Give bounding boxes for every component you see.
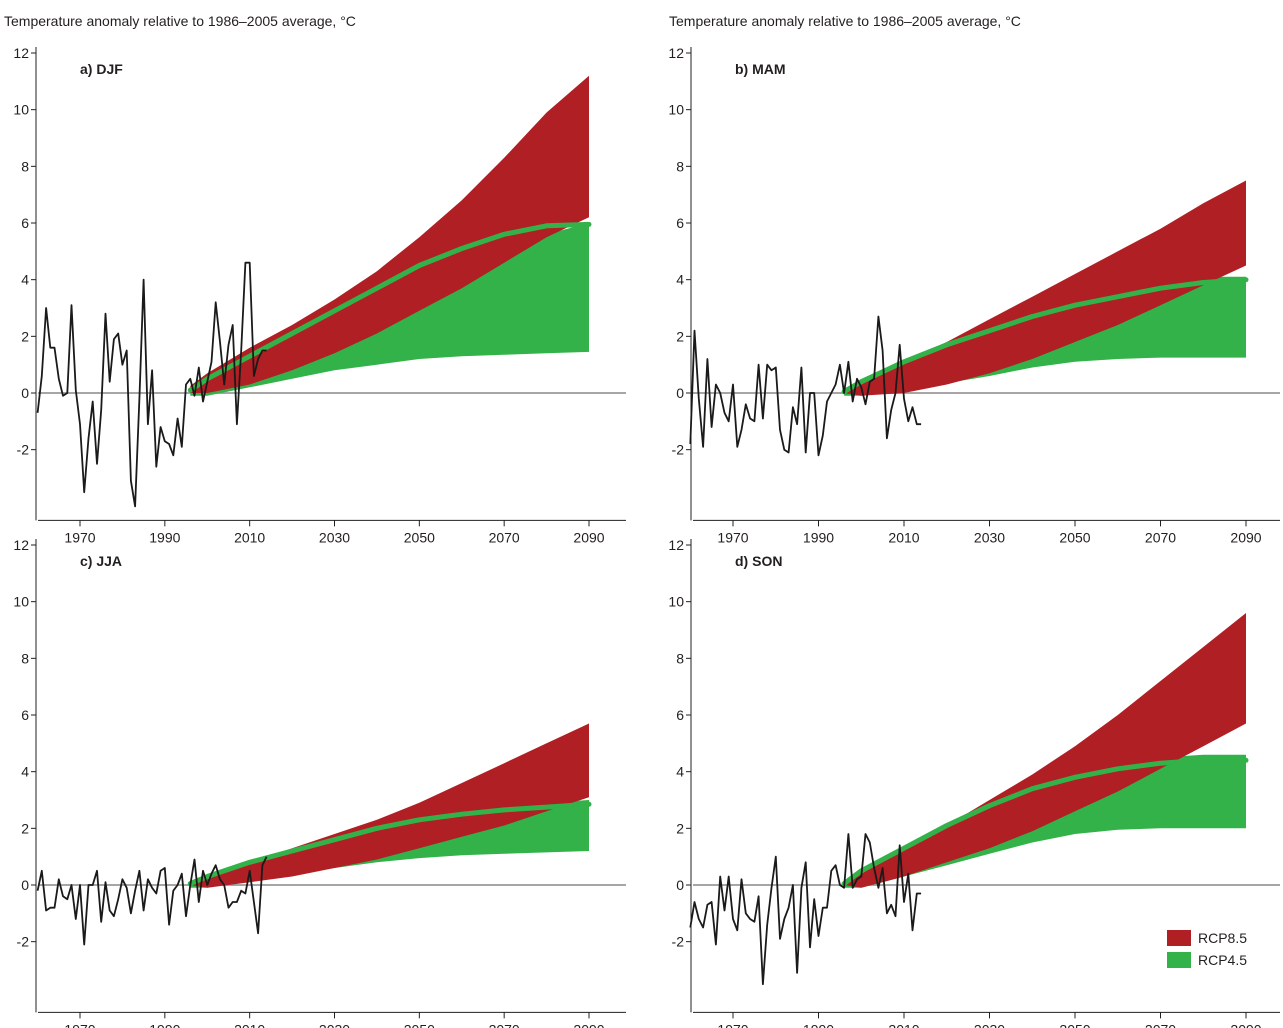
y-tick-label: 8 xyxy=(676,158,684,174)
y-tick-label: 10 xyxy=(13,102,29,118)
x-tick-label: 2050 xyxy=(1059,1021,1090,1028)
rcp45-mean-line xyxy=(187,221,592,393)
panel-a-djf: -2 0 2 4 6 8 10 12 1970 1990 2010 2030 2050 2070 2090 a… xyxy=(13,45,626,545)
x-tick-label: 1990 xyxy=(803,529,834,545)
x-tick-label: 2050 xyxy=(404,1021,435,1028)
x-tick-label: 2090 xyxy=(1230,1021,1261,1028)
y-tick-label: 4 xyxy=(676,764,684,780)
y-tick-label: 0 xyxy=(676,385,684,401)
panel-c-jja: -2 0 2 4 6 8 10 12 1970 1990 2010 2030 2050 2070 2090 c… xyxy=(13,537,626,1028)
y-tick-label: 0 xyxy=(21,877,29,893)
y-tick-label: 6 xyxy=(676,707,684,723)
x-tick-label: 1970 xyxy=(717,1021,748,1028)
y-tick-label: 4 xyxy=(21,272,29,288)
x-tick-label: 2050 xyxy=(1059,529,1090,545)
panel-label: a) DJF xyxy=(80,61,123,77)
y-tick-label: 12 xyxy=(668,537,684,553)
rcp45-mean-line xyxy=(841,277,1249,395)
panel-label: c) JJA xyxy=(80,553,122,569)
x-tick-label: 2030 xyxy=(319,1021,350,1028)
y-tick-label: 10 xyxy=(668,102,684,118)
x-tick-label: 2090 xyxy=(1230,529,1261,545)
x-tick-label: 1970 xyxy=(717,529,748,545)
chart-title-right: Temperature anomaly relative to 1986–200… xyxy=(669,13,1021,29)
x-tick-label: 2070 xyxy=(489,529,520,545)
observed-line xyxy=(36,261,267,508)
x-tick-label: 2070 xyxy=(489,1021,520,1028)
y-tick-label: -2 xyxy=(17,442,30,458)
y-tick-label: -2 xyxy=(17,934,30,950)
x-tick-label: 2010 xyxy=(234,529,265,545)
y-tick-label: 8 xyxy=(21,158,29,174)
legend-label: RCP4.5 xyxy=(1198,952,1247,968)
y-tick-label: -2 xyxy=(672,442,685,458)
observed-line xyxy=(36,856,268,946)
legend-swatch xyxy=(1167,930,1191,946)
x-tick-label: 2070 xyxy=(1145,1021,1176,1028)
y-tick-label: 8 xyxy=(676,650,684,666)
x-tick-label: 2010 xyxy=(888,1021,919,1028)
y-tick-label: 6 xyxy=(21,707,29,723)
y-tick-label: 12 xyxy=(13,537,29,553)
y-tick-label: 2 xyxy=(676,820,684,836)
x-tick-label: 2030 xyxy=(319,529,350,545)
y-tick-label: 12 xyxy=(13,45,29,61)
y-tick-label: 2 xyxy=(676,328,684,344)
panel-d-son: -2 0 2 4 6 8 10 12 1970 1990 2010 2030 2050 2070 2090 d… xyxy=(668,537,1280,1028)
y-tick-label: 4 xyxy=(676,272,684,288)
x-tick-label: 1970 xyxy=(64,529,95,545)
x-tick-label: 1990 xyxy=(149,529,180,545)
y-tick-label: 2 xyxy=(21,820,29,836)
x-tick-label: 2030 xyxy=(974,1021,1005,1028)
panel-label: b) MAM xyxy=(735,61,786,77)
y-tick-label: 4 xyxy=(21,764,29,780)
y-tick-label: 12 xyxy=(668,45,684,61)
x-tick-label: 1990 xyxy=(803,1021,834,1028)
y-tick-label: 0 xyxy=(676,877,684,893)
rcp45-mean-line xyxy=(841,757,1249,887)
observed-line xyxy=(689,315,922,457)
x-tick-label: 2090 xyxy=(573,1021,604,1028)
y-tick-label: -2 xyxy=(672,934,685,950)
panel-label: d) SON xyxy=(735,553,782,569)
y-tick-label: 10 xyxy=(668,594,684,610)
observed-line xyxy=(689,833,922,986)
x-tick-label: 2050 xyxy=(404,529,435,545)
y-tick-label: 10 xyxy=(13,594,29,610)
x-tick-label: 2010 xyxy=(234,1021,265,1028)
chart-title-left: Temperature anomaly relative to 1986–200… xyxy=(4,13,356,29)
x-tick-label: 1990 xyxy=(149,1021,180,1028)
y-tick-label: 6 xyxy=(676,215,684,231)
x-tick-label: 2010 xyxy=(888,529,919,545)
y-tick-label: 6 xyxy=(21,215,29,231)
panel-b-mam: -2 0 2 4 6 8 10 12 1970 1990 2010 2030 2050 2070 2090 b… xyxy=(668,45,1280,545)
y-tick-label: 8 xyxy=(21,650,29,666)
legend-swatch xyxy=(1167,952,1191,968)
x-tick-label: 2090 xyxy=(573,529,604,545)
rcp45-mean-line xyxy=(187,801,592,887)
legend: RCP8.5 RCP4.5 xyxy=(1167,930,1247,968)
x-tick-label: 2030 xyxy=(974,529,1005,545)
legend-label: RCP8.5 xyxy=(1198,930,1247,946)
y-tick-label: 2 xyxy=(21,328,29,344)
x-tick-label: 2070 xyxy=(1145,529,1176,545)
y-tick-label: 0 xyxy=(21,385,29,401)
x-tick-label: 1970 xyxy=(64,1021,95,1028)
